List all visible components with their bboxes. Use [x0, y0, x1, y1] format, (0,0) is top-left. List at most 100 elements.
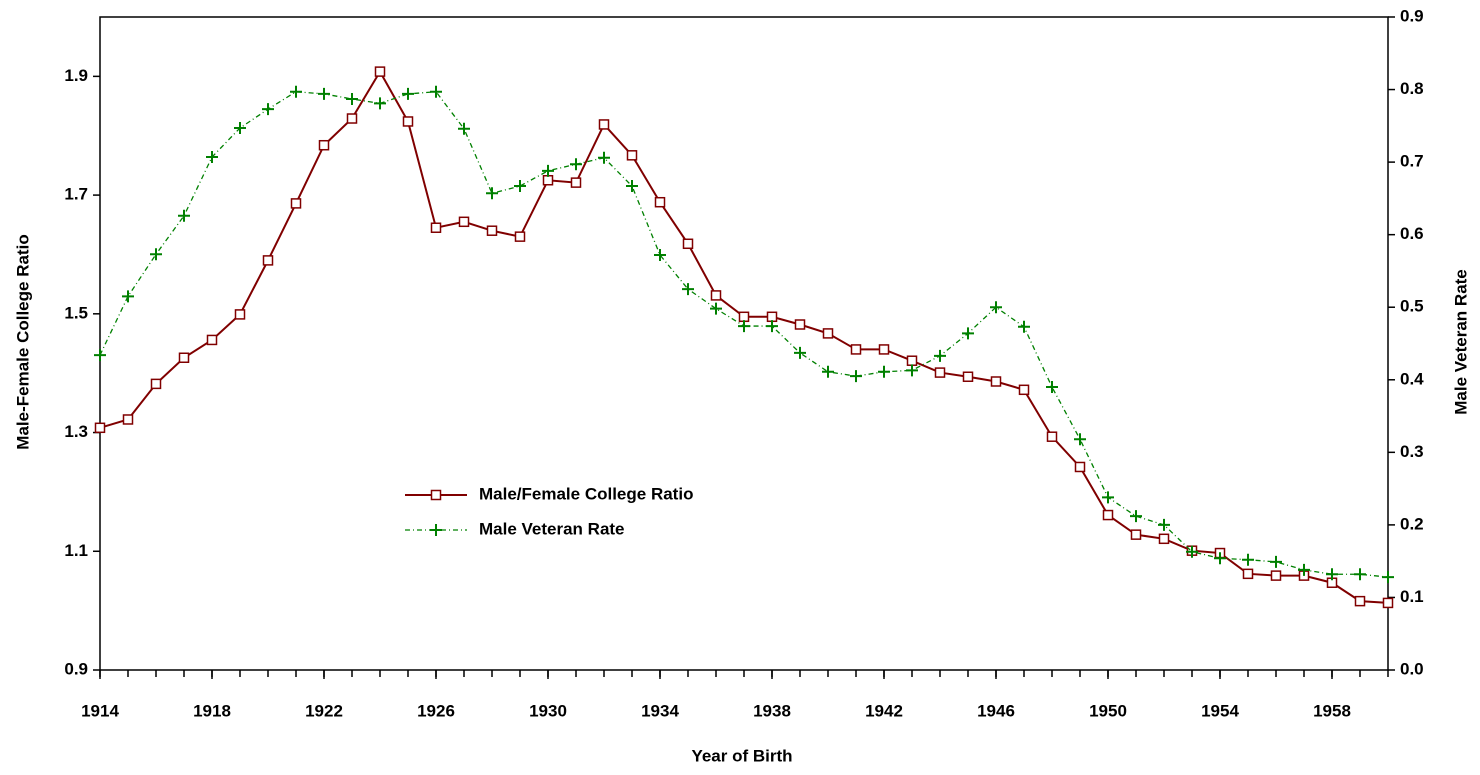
point	[206, 151, 218, 164]
point	[346, 113, 358, 124]
point	[206, 334, 218, 346]
x-tick-label: 1938	[753, 701, 791, 720]
point	[654, 196, 666, 208]
point	[570, 177, 582, 188]
point	[318, 139, 330, 151]
x-axis-label: Year of Birth	[691, 746, 792, 765]
point	[1214, 552, 1226, 565]
point	[822, 365, 834, 378]
y2-tick-label: 0.0	[1400, 659, 1424, 678]
point	[94, 422, 106, 434]
point	[1074, 461, 1086, 473]
point	[794, 319, 806, 330]
point	[1354, 595, 1366, 607]
point	[906, 364, 918, 377]
point	[654, 248, 666, 261]
x-tick-label: 1958	[1313, 701, 1351, 720]
point	[234, 309, 246, 320]
point	[290, 198, 302, 209]
point	[766, 311, 778, 323]
legend-label: Male/Female College Ratio	[479, 484, 693, 503]
y-tick-label: 1.5	[64, 303, 88, 322]
point	[514, 231, 526, 242]
y2-tick-label: 0.7	[1400, 152, 1424, 171]
point	[878, 344, 890, 355]
point	[430, 85, 442, 98]
point	[962, 371, 974, 382]
point	[626, 150, 638, 161]
point	[1242, 553, 1254, 566]
x-tick-label: 1926	[417, 701, 455, 720]
point	[598, 119, 610, 130]
point	[682, 283, 694, 296]
point	[738, 320, 750, 333]
y2-axis-label: Male Veteran Rate	[1451, 269, 1470, 415]
point	[570, 158, 582, 171]
point	[542, 164, 554, 177]
x-tick-label: 1954	[1201, 701, 1239, 720]
legend-label: Male Veteran Rate	[479, 519, 625, 538]
point	[1046, 381, 1058, 394]
point	[990, 301, 1002, 314]
point	[402, 116, 414, 127]
y-axis-label: Male-Female College Ratio	[13, 234, 32, 449]
point	[430, 222, 442, 233]
point	[1130, 529, 1142, 540]
point	[990, 376, 1002, 387]
point	[514, 180, 526, 193]
point	[626, 180, 638, 193]
point	[150, 248, 162, 261]
y-tick-label: 0.9	[64, 659, 88, 678]
point	[1382, 571, 1394, 584]
point	[1046, 431, 1058, 442]
point	[262, 103, 274, 116]
x-tick-label: 1930	[529, 701, 567, 720]
series-line	[99, 69, 1389, 604]
point	[234, 122, 246, 135]
point	[598, 151, 610, 164]
y2-tick-label: 0.9	[1400, 6, 1424, 25]
point	[94, 349, 106, 362]
point	[822, 328, 834, 339]
point	[1018, 320, 1030, 333]
point	[458, 216, 470, 228]
point	[346, 92, 358, 105]
point	[1158, 518, 1170, 531]
point	[1270, 555, 1282, 568]
point	[374, 97, 386, 110]
y2-tick-label: 0.2	[1400, 514, 1424, 533]
x-tick-label: 1942	[865, 701, 903, 720]
point	[290, 85, 302, 98]
y2-tick-label: 0.5	[1400, 297, 1424, 316]
point	[374, 66, 386, 77]
point	[122, 290, 134, 303]
point	[1130, 510, 1142, 523]
point	[850, 344, 862, 355]
legend-marker	[430, 489, 442, 501]
point	[542, 175, 554, 186]
y-tick-label: 1.1	[64, 541, 88, 560]
legend-marker	[430, 524, 442, 536]
y2-tick-label: 0.3	[1400, 442, 1424, 461]
point	[1242, 568, 1254, 580]
point	[878, 365, 890, 378]
point	[1158, 533, 1170, 545]
point	[794, 346, 806, 359]
y2-tick-label: 0.6	[1400, 224, 1424, 243]
x-tick-label: 1914	[81, 701, 119, 720]
point	[906, 355, 918, 366]
point	[682, 238, 694, 250]
point	[1270, 570, 1282, 581]
x-tick-label: 1918	[193, 701, 231, 720]
point	[1186, 545, 1198, 558]
point	[710, 302, 722, 315]
point	[766, 320, 778, 333]
point	[1074, 433, 1086, 446]
point	[1326, 568, 1338, 581]
point	[178, 209, 190, 222]
point	[1102, 509, 1114, 521]
x-tick-label: 1922	[305, 701, 343, 720]
point	[934, 349, 946, 362]
point	[402, 87, 414, 100]
